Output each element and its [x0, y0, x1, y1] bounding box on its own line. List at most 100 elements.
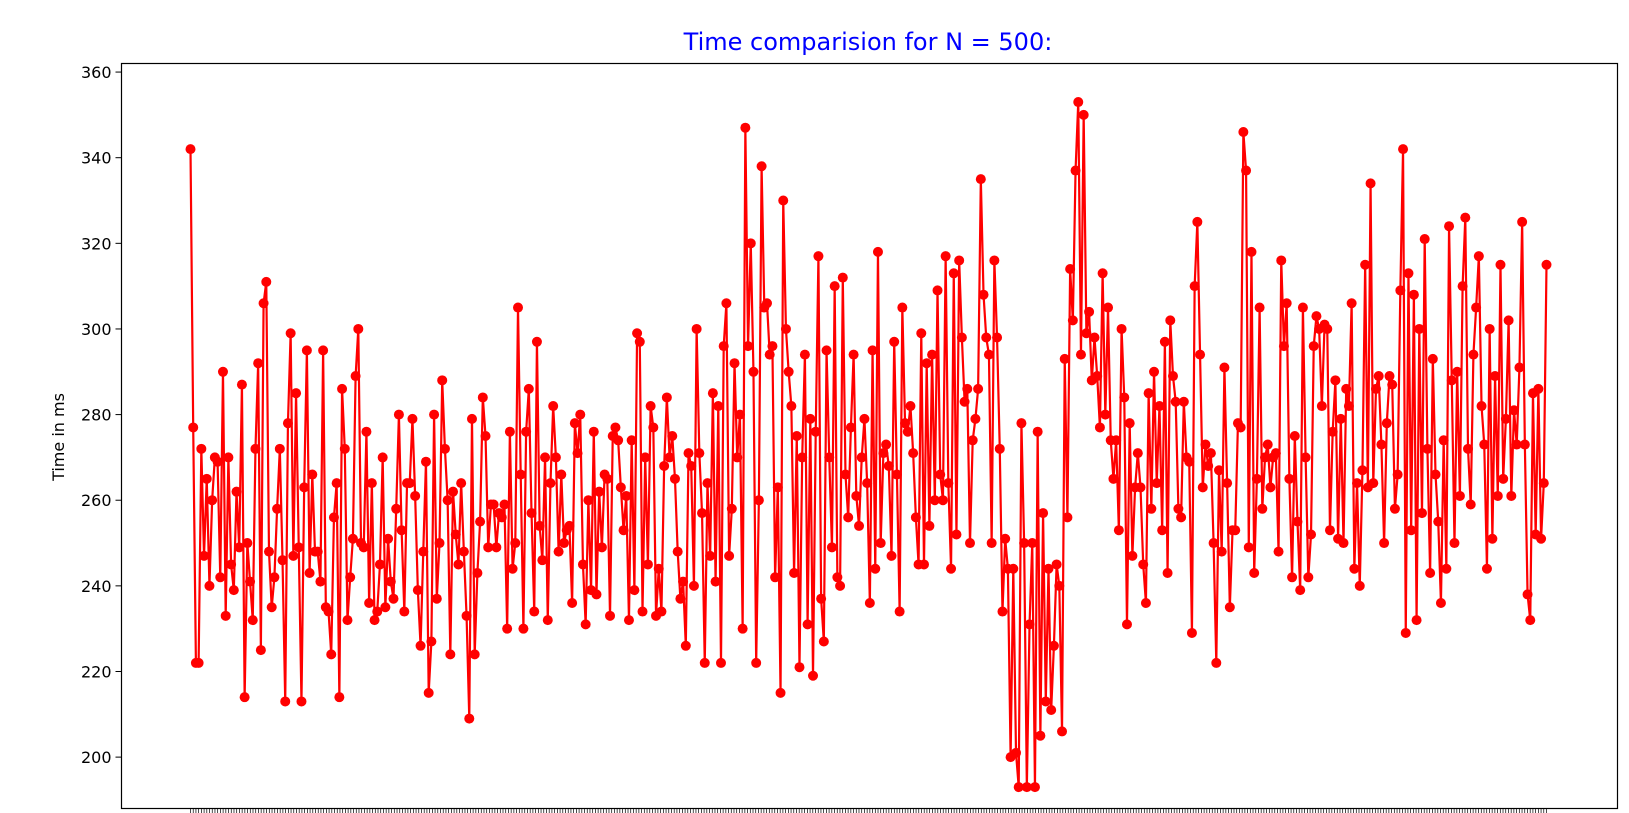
data-point: [1476, 401, 1487, 412]
data-point: [859, 413, 870, 424]
data-point: [829, 281, 840, 292]
data-point: [415, 640, 426, 651]
data-point: [272, 503, 283, 514]
data-point: [239, 692, 250, 703]
data-point: [702, 478, 713, 489]
data-point: [1159, 336, 1170, 347]
data-point: [1398, 144, 1409, 155]
data-point: [1138, 559, 1149, 570]
data-point: [786, 401, 797, 412]
data-point: [1121, 619, 1132, 630]
data-point: [299, 482, 310, 493]
data-point: [734, 409, 745, 420]
data-point: [653, 563, 664, 574]
data-point: [366, 478, 377, 489]
data-point: [970, 413, 981, 424]
data-point: [1276, 255, 1287, 266]
data-point: [1368, 478, 1379, 489]
data-point: [307, 469, 318, 480]
data-point: [845, 422, 856, 433]
data-point: [1330, 375, 1341, 386]
data-point: [1257, 503, 1268, 514]
data-point: [610, 422, 621, 433]
data-point: [618, 525, 629, 536]
data-point: [629, 585, 640, 596]
data-point: [1135, 482, 1146, 493]
data-point: [1270, 448, 1281, 459]
data-point: [615, 482, 626, 493]
data-point: [1419, 234, 1430, 245]
data-point: [1097, 268, 1108, 279]
data-point: [724, 550, 735, 561]
data-point: [940, 251, 951, 262]
data-point: [513, 302, 523, 313]
data-point: [1536, 533, 1547, 544]
data-point: [1441, 563, 1452, 574]
data-point: [1057, 726, 1068, 737]
data-point: [1408, 289, 1419, 300]
data-point: [1073, 97, 1084, 108]
data-point: [217, 366, 228, 377]
data-point: [1357, 465, 1368, 476]
data-point: [1395, 285, 1406, 296]
data-point: [596, 542, 607, 553]
y-tick-label: 340: [81, 149, 112, 168]
data-point: [1162, 568, 1173, 579]
data-point: [878, 448, 889, 459]
data-point: [488, 499, 499, 510]
data-point: [1289, 431, 1300, 441]
data-point: [1327, 426, 1338, 437]
data-point: [1300, 452, 1311, 463]
data-point: [1457, 281, 1468, 292]
y-tick-label: 200: [81, 748, 112, 767]
data-point: [315, 576, 326, 587]
data-point: [1140, 597, 1151, 608]
data-point: [201, 473, 212, 484]
data-point: [304, 568, 315, 579]
data-point: [199, 550, 210, 561]
data-point: [1446, 375, 1457, 386]
data-point: [458, 546, 469, 557]
data-point: [688, 580, 699, 591]
data-point: [228, 585, 239, 596]
data-point: [813, 251, 824, 262]
data-point: [767, 341, 778, 352]
data-point: [1379, 538, 1390, 549]
data-point: [1517, 216, 1528, 227]
data-point: [445, 649, 456, 660]
data-point: [518, 623, 529, 634]
data-point: [342, 615, 353, 626]
data-point: [1295, 585, 1306, 596]
data-point: [1490, 371, 1501, 382]
data-point: [956, 332, 967, 343]
data-point: [396, 525, 407, 536]
data-point: [1438, 435, 1449, 446]
data-point: [429, 409, 440, 420]
data-point: [1511, 439, 1522, 450]
data-point: [1430, 469, 1441, 480]
data-point: [1189, 281, 1200, 292]
data-point: [1522, 589, 1533, 600]
data-point: [642, 559, 653, 570]
data-point: [775, 687, 786, 698]
data-point: [623, 615, 634, 626]
data-point: [223, 452, 234, 463]
data-point: [975, 174, 986, 185]
data-point: [255, 645, 266, 656]
data-point: [1308, 341, 1319, 352]
data-point: [1124, 418, 1135, 429]
data-point: [1519, 439, 1530, 450]
data-point: [1403, 268, 1414, 279]
data-point: [1481, 563, 1492, 574]
data-point: [1538, 478, 1549, 489]
data-point: [1411, 615, 1422, 626]
data-point: [231, 486, 242, 497]
data-point: [537, 555, 548, 566]
data-point: [274, 443, 285, 454]
data-point: [1341, 383, 1352, 394]
data-point: [705, 550, 716, 561]
data-point: [840, 469, 851, 480]
data-point: [951, 529, 962, 540]
x-axis-ticks: [190, 808, 1547, 813]
data-point: [832, 572, 843, 583]
